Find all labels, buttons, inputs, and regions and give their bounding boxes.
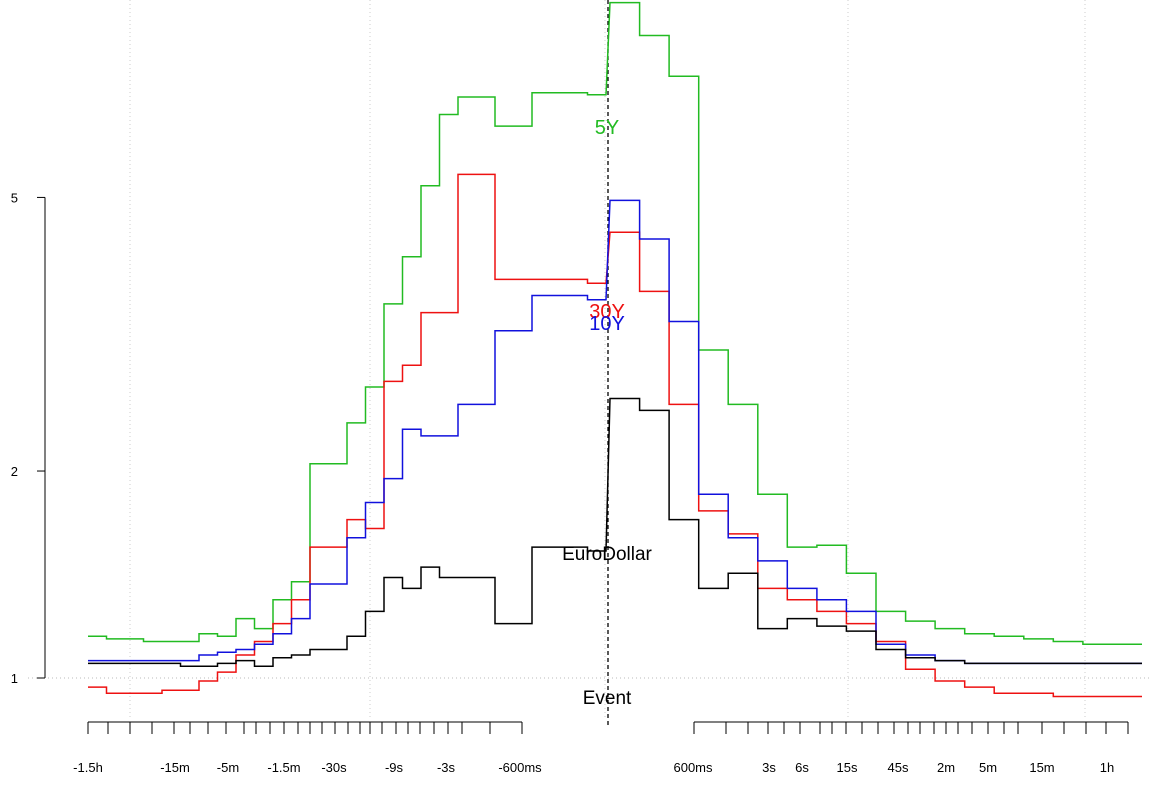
series-line-10y [88, 199, 1142, 665]
x-tick-label-right-1: 3s [762, 760, 776, 775]
series-label-10y: 10Y [589, 313, 625, 335]
grid-lines [129, 0, 1086, 720]
x-tick-label-left-2: -5m [217, 760, 239, 775]
x-tick-label-right-5: 2m [937, 760, 955, 775]
y-tick-label-2: 5 [11, 190, 18, 205]
x-tick-label-left-1: -15m [160, 760, 190, 775]
series-label-eurodollar: EuroDollar [562, 544, 652, 565]
x-tick-label-left-6: -3s [437, 760, 456, 775]
x-tick-label-right-8: 1h [1100, 760, 1114, 775]
x-axis: -1.5h -15m -5m -1.5m -30s -9s -3s -600ms 600ms 3s… [73, 721, 1129, 775]
x-tick-label-right-2: 6s [795, 760, 809, 775]
x-tick-label-right-6: 5m [979, 760, 997, 775]
x-tick-label-left-3: -1.5m [267, 760, 300, 775]
x-tick-label-right-4: 45s [888, 760, 909, 775]
series-line-30y [88, 173, 1142, 698]
x-tick-label-right-7: 15m [1029, 760, 1054, 775]
y-tick-label-1: 2 [11, 464, 18, 479]
series-line-eurodollar [88, 397, 1142, 668]
y-axis: 1 2 5 [11, 190, 46, 686]
series-lines [88, 1, 1142, 698]
x-tick-label-right-3: 15s [837, 760, 858, 775]
x-tick-label-left-7: -600ms [498, 760, 542, 775]
event-label: Event [583, 688, 632, 709]
x-tick-label-right-0: 600ms [673, 760, 713, 775]
y-tick-label-0: 1 [11, 671, 18, 686]
x-tick-label-left-5: -9s [385, 760, 404, 775]
x-tick-label-left-4: -30s [321, 760, 347, 775]
series-label-30y: 30Y [589, 301, 625, 323]
series-label-5y: 5Y [595, 117, 619, 139]
x-tick-label-left-0: -1.5h [73, 760, 103, 775]
series-line-5y [88, 1, 1142, 645]
